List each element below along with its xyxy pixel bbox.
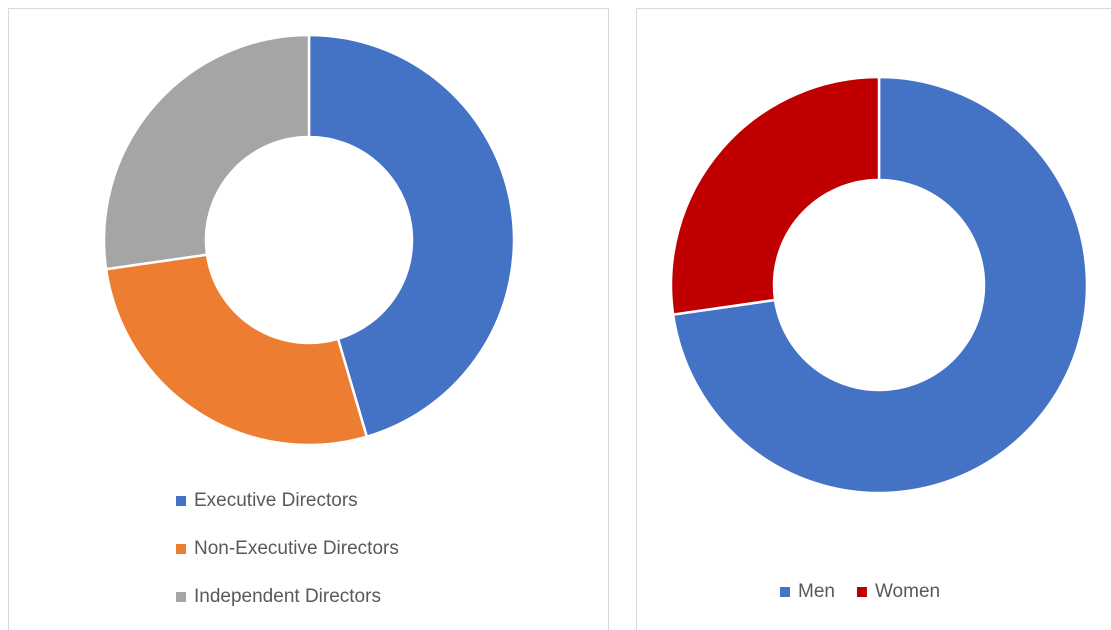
legend-label: Men	[798, 581, 835, 602]
legend-label: Independent Directors	[194, 586, 381, 607]
legend-swatch	[176, 496, 186, 506]
donut-segment	[307, 33, 516, 439]
legend-label: Non-Executive Directors	[194, 538, 399, 559]
legend-swatch	[176, 544, 186, 554]
legend-swatch	[856, 587, 867, 597]
legend-swatch	[780, 587, 790, 597]
legend-label: Executive Directors	[194, 490, 358, 511]
donut-segment	[671, 75, 1089, 495]
legend-label: Women	[875, 581, 940, 602]
donut-segment	[104, 253, 369, 447]
donut-segment	[669, 75, 881, 317]
legend-swatch	[176, 592, 186, 602]
donut-segment	[102, 33, 311, 271]
